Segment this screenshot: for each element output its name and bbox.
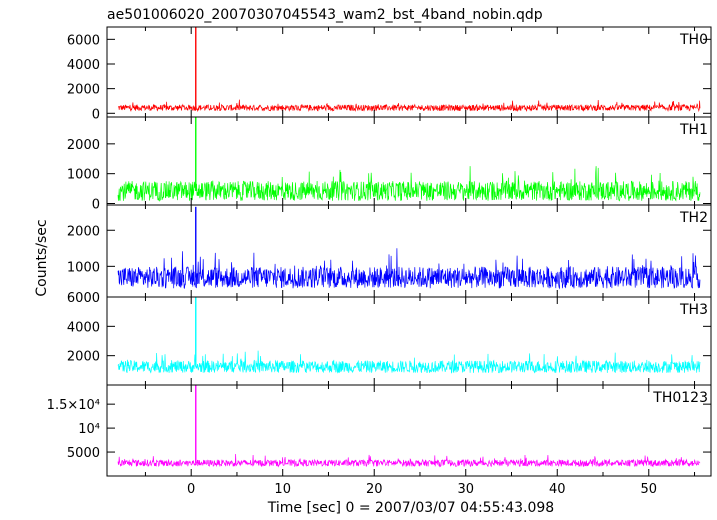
y-tick-label: 2000	[67, 83, 100, 98]
y-tick-label: 1000	[67, 168, 100, 183]
x-tick-label: 30	[457, 482, 474, 497]
x-tick-label: 10	[274, 482, 291, 497]
y-axis-label: Counts/sec	[34, 219, 50, 296]
y-tick-label: 0	[92, 107, 100, 122]
y-tick-label: 5000	[67, 446, 100, 461]
y-tick-label: 1.5×10⁴	[47, 398, 100, 413]
series-line-th1	[117, 166, 701, 202]
series-line-th0123	[117, 453, 701, 468]
panel-label-th1: TH1	[679, 122, 708, 138]
y-tick-label: 4000	[67, 320, 100, 335]
panel-frame	[106, 384, 712, 477]
y-tick-label: 6000	[67, 291, 100, 306]
y-tick-label: 6000	[67, 33, 100, 48]
y-tick-label: 2000	[67, 350, 100, 365]
y-tick-label: 4000	[67, 58, 100, 73]
x-tick-label: 40	[549, 482, 566, 497]
y-tick-label: 2000	[67, 138, 100, 153]
panels-group: 0 2000 4000 6000 TH0 0 1000 2000 TH1 1000 2000 TH2 2…	[47, 26, 712, 497]
panel-label-th3: TH3	[679, 302, 708, 318]
panel-th0123: 5000 10⁴ 1.5×10⁴ TH0123 0 10 20 30 40 50	[47, 384, 712, 497]
x-axis-label: Time [sec] 0 = 2007/03/07 04:55:43.098	[267, 500, 554, 516]
series-line-th3	[117, 350, 701, 374]
y-tick-label: 10⁴	[78, 422, 100, 437]
x-tick-label: 50	[640, 482, 657, 497]
panel-label-th2: TH2	[679, 210, 708, 226]
x-tick-label: 0	[187, 482, 195, 497]
x-tick-label: 20	[366, 482, 383, 497]
y-tick-label: 1000	[67, 260, 100, 275]
series-line-th2	[117, 248, 701, 290]
y-tick-label: 0	[92, 198, 100, 213]
panel-label-th0123: TH0123	[652, 390, 708, 406]
y-tick-label: 2000	[67, 224, 100, 239]
series-line-th0	[117, 99, 701, 113]
chart-title: ae501006020_20070307045543_wam2_bst_4ban…	[107, 7, 543, 23]
panel-label-th0: TH0	[679, 32, 708, 48]
